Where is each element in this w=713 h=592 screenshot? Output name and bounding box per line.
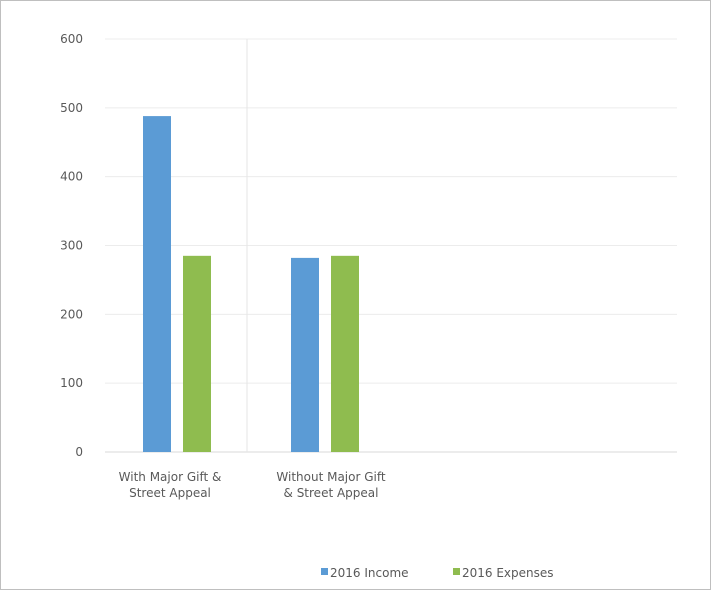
legend-swatch bbox=[321, 568, 328, 575]
bar-2016-income-1 bbox=[291, 257, 319, 452]
y-axis-ticks: 0 100 200 300 400 500 600 bbox=[60, 32, 83, 459]
legend: 2016 Income 2016 Expenses bbox=[321, 566, 554, 580]
y-tick-label: 400 bbox=[60, 170, 83, 184]
legend-swatch bbox=[453, 568, 460, 575]
y-tick-label: 0 bbox=[75, 445, 83, 459]
bar-2016-income-0 bbox=[143, 116, 171, 453]
bar-2016-expenses-1 bbox=[331, 255, 359, 452]
y-tick-label: 500 bbox=[60, 101, 83, 115]
legend-label: 2016 Expenses bbox=[462, 566, 554, 580]
y-tick-label: 200 bbox=[60, 307, 83, 321]
x-axis-category-labels: With Major Gift & Street Appeal Without Ma… bbox=[119, 470, 386, 500]
y-tick-label: 600 bbox=[60, 32, 83, 46]
x-category-label: Street Appeal bbox=[129, 486, 211, 500]
x-category-label: With Major Gift & bbox=[119, 470, 222, 484]
x-category-label: & Street Appeal bbox=[284, 486, 379, 500]
y-tick-label: 100 bbox=[60, 376, 83, 390]
legend-label: 2016 Income bbox=[330, 566, 409, 580]
bar-2016-expenses-0 bbox=[183, 255, 211, 452]
bars bbox=[143, 116, 359, 453]
y-tick-label: 300 bbox=[60, 239, 83, 253]
x-category-label: Without Major Gift bbox=[276, 470, 385, 484]
